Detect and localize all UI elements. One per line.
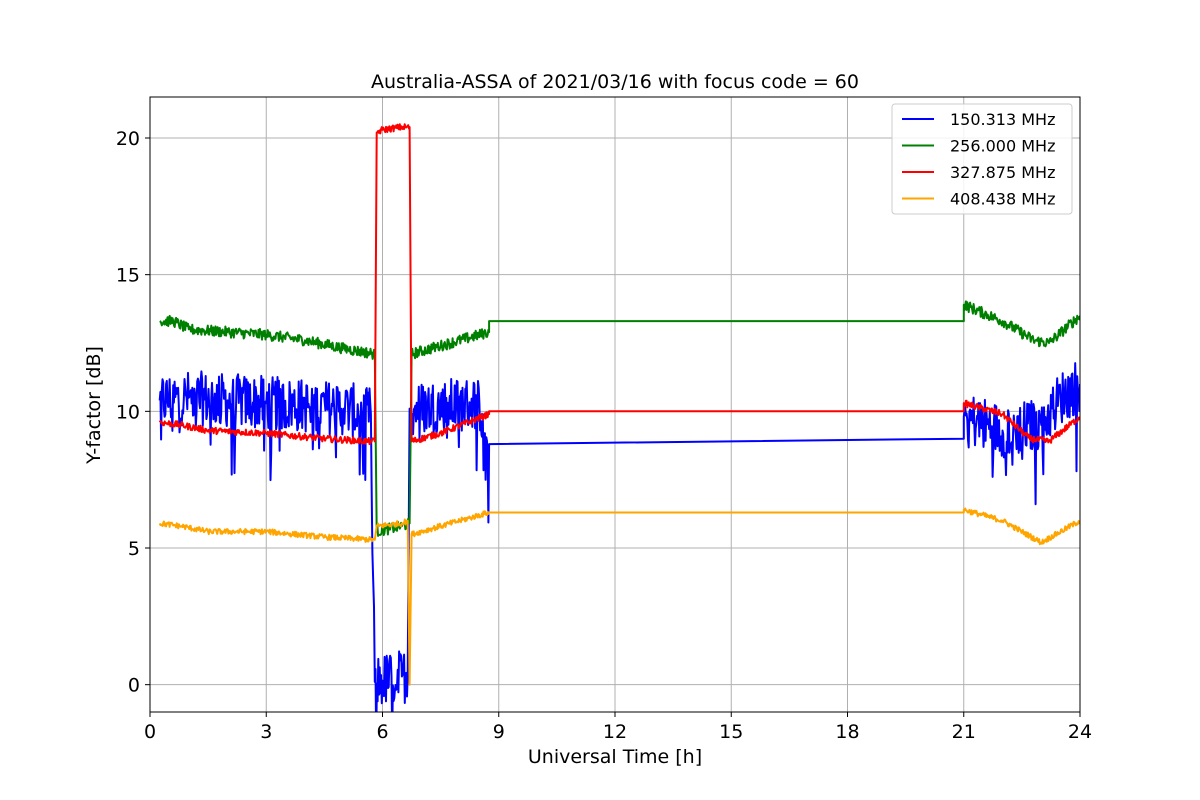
plot-series <box>158 123 1080 712</box>
x-tick-label: 21 <box>952 721 976 743</box>
x-tick-label: 12 <box>603 721 627 743</box>
chart-title: Australia-ASSA of 2021/03/16 with focus … <box>371 71 859 93</box>
axis-ticks: 0 3 6 9 12 15 18 21 24 0 5 10 15 20 <box>116 128 1092 743</box>
x-tick-label: 6 <box>376 721 388 743</box>
y-tick-label: 0 <box>128 675 140 697</box>
y-tick-label: 10 <box>116 401 140 423</box>
legend-label: 327.875 MHz <box>950 163 1055 182</box>
legend-label: 408.438 MHz <box>950 190 1055 209</box>
x-tick-label: 9 <box>493 721 505 743</box>
x-tick-label: 24 <box>1068 721 1092 743</box>
x-tick-label: 0 <box>144 721 156 743</box>
legend: 150.313 MHz 256.000 MHz 327.875 MHz 408.438… <box>891 103 1073 215</box>
x-tick-label: 18 <box>835 721 859 743</box>
series-line <box>158 507 1080 686</box>
x-tick-label: 15 <box>719 721 743 743</box>
x-tick-label: 3 <box>260 721 272 743</box>
legend-label: 150.313 MHz <box>950 110 1055 129</box>
series-line <box>158 362 1080 712</box>
y-tick-label: 5 <box>128 538 140 560</box>
y-tick-label: 15 <box>116 265 140 287</box>
y-axis-label: Y-factor [dB] <box>83 346 105 465</box>
x-axis-label: Universal Time [h] <box>528 746 702 768</box>
legend-box <box>891 103 1073 215</box>
series-line <box>159 300 1080 537</box>
series-line <box>158 123 1080 446</box>
y-tick-label: 20 <box>116 128 140 150</box>
legend-label: 256.000 MHz <box>950 137 1055 156</box>
